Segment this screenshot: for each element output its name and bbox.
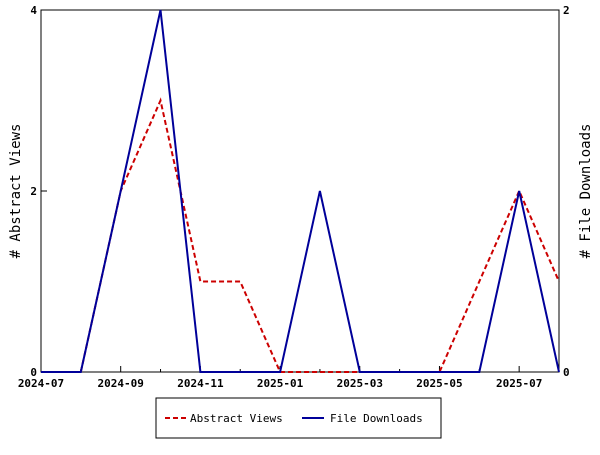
x-tick-label: 2024-09 [98,377,144,390]
y-left-tick-label: 4 [30,4,37,17]
x-tick-label: 2025-07 [496,377,542,390]
y-right-tick-label: 0 [563,366,570,379]
y-left-tick-label: 2 [30,185,37,198]
y-axis-right-title: # File Downloads [578,124,594,259]
plot-frame [40,9,560,373]
series-line-file-downloads [41,9,560,373]
y-right-tick-label: 2 [563,4,570,17]
lines-layer [41,9,560,373]
legend: Abstract Views File Downloads [155,397,442,439]
legend-box [155,397,442,439]
x-tick-label: 2024-11 [177,377,224,390]
legend-label-file-downloads: File Downloads [330,412,423,425]
x-tick-label: 2025-05 [416,377,462,390]
x-tick-label: 2025-01 [257,377,304,390]
legend-label-abstract-views: Abstract Views [190,412,283,425]
series-line-abstract-views [41,97,560,373]
ticks-layer: 2024-07 2024-09 2024-11 2025-01 2025-03 2025-… [18,4,570,390]
x-tick-label: 2024-07 [18,377,64,390]
y-axis-left-title: # Abstract Views [8,124,24,259]
y-left-tick-label: 0 [30,366,37,379]
x-tick-label: 2025-03 [337,377,383,390]
